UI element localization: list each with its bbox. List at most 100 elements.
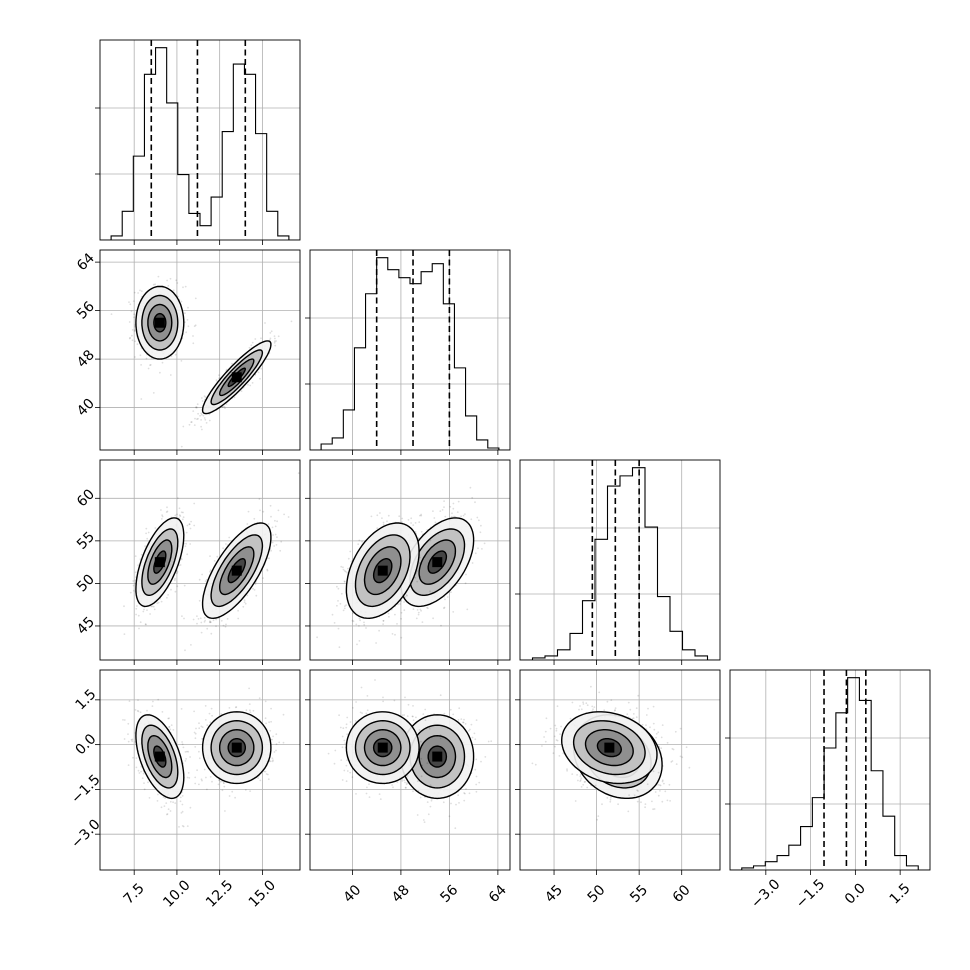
sample-point — [181, 810, 184, 813]
sample-point — [153, 608, 156, 611]
sample-point — [181, 795, 184, 797]
sample-point — [204, 580, 207, 582]
sample-point — [198, 783, 200, 786]
sample-point — [457, 500, 460, 503]
sample-point — [225, 543, 227, 545]
sample-point — [210, 632, 213, 635]
sample-point — [184, 751, 187, 753]
sample-point — [231, 362, 233, 365]
sample-point — [225, 403, 228, 405]
sample-point — [443, 606, 446, 609]
sample-point — [351, 619, 354, 622]
sample-point — [250, 344, 253, 347]
sample-point — [138, 772, 141, 774]
sample-point — [407, 601, 409, 604]
sample-point — [189, 806, 192, 809]
sample-point — [182, 425, 185, 428]
sample-point — [270, 515, 272, 518]
sample-point — [223, 405, 226, 408]
sample-point — [382, 523, 385, 526]
contour-2-0-0-3 — [153, 550, 167, 574]
density-2-1 — [316, 486, 486, 649]
sample-point — [277, 335, 280, 338]
sample-point — [127, 722, 130, 725]
panel-0-0 — [95, 39, 301, 245]
sample-point — [189, 543, 192, 545]
sample-point — [222, 406, 224, 408]
sample-point — [152, 283, 155, 286]
sample-point — [237, 609, 240, 612]
sample-point — [203, 616, 206, 619]
sample-point — [400, 636, 403, 639]
sample-point — [142, 610, 145, 613]
density-3-0 — [122, 687, 285, 828]
sample-point — [201, 400, 204, 402]
sample-point — [481, 548, 483, 550]
sample-point — [137, 292, 140, 294]
grid-0 — [100, 40, 300, 240]
sample-point — [266, 569, 269, 572]
sample-point — [172, 801, 175, 804]
sample-point — [123, 605, 125, 608]
sample-point — [172, 729, 175, 731]
sample-point — [270, 720, 272, 723]
contour-2-0-1-1 — [210, 534, 264, 608]
sample-point — [196, 418, 198, 420]
sample-point — [267, 523, 270, 525]
sample-point — [478, 519, 480, 522]
sample-point — [399, 603, 401, 605]
sample-point — [187, 772, 190, 774]
sample-point — [382, 620, 385, 622]
sample-point — [215, 625, 217, 627]
sample-point — [135, 766, 138, 769]
sample-point — [159, 371, 161, 374]
sample-point — [183, 617, 185, 620]
sample-point — [192, 618, 195, 621]
sample-point — [166, 279, 169, 282]
sample-point — [164, 797, 167, 799]
density-peak-2-1-0 — [432, 557, 443, 568]
sample-point — [414, 522, 417, 524]
sample-point — [243, 599, 246, 601]
sample-point — [474, 501, 476, 504]
sample-point — [336, 604, 338, 607]
sample-point — [127, 740, 130, 743]
sample-point — [420, 530, 423, 533]
sample-point — [185, 331, 188, 334]
sample-point — [133, 316, 136, 319]
ytick-label-2-2: 55 — [74, 529, 98, 553]
ytick-label-1-0: 40 — [74, 396, 98, 420]
sample-point — [178, 826, 180, 828]
sample-point — [196, 403, 199, 406]
sample-point — [180, 511, 183, 514]
sample-point — [410, 517, 413, 520]
density-peak-2-0-1 — [231, 565, 242, 576]
sample-point — [209, 569, 212, 572]
density-peak-2-0-0 — [154, 557, 165, 568]
sample-point — [200, 413, 203, 416]
sample-point — [246, 523, 249, 525]
sample-point — [451, 512, 453, 515]
sample-point — [471, 562, 474, 564]
sample-point — [180, 360, 183, 362]
sample-point — [358, 625, 360, 627]
sample-point — [251, 341, 254, 344]
sample-point — [176, 572, 178, 575]
sample-point — [208, 413, 211, 416]
sample-point — [337, 587, 340, 590]
sample-point — [146, 709, 148, 712]
sample-point — [156, 602, 159, 605]
sample-point — [174, 577, 177, 580]
sample-point — [165, 511, 168, 513]
sample-point — [146, 609, 148, 611]
sample-point — [180, 300, 183, 303]
sample-point — [418, 521, 421, 523]
sample-point — [255, 594, 258, 597]
sample-point — [208, 419, 211, 422]
sample-point — [264, 700, 267, 703]
sample-point — [273, 340, 276, 343]
sample-point — [479, 531, 482, 534]
sample-point — [212, 619, 215, 622]
sample-point — [186, 524, 189, 527]
